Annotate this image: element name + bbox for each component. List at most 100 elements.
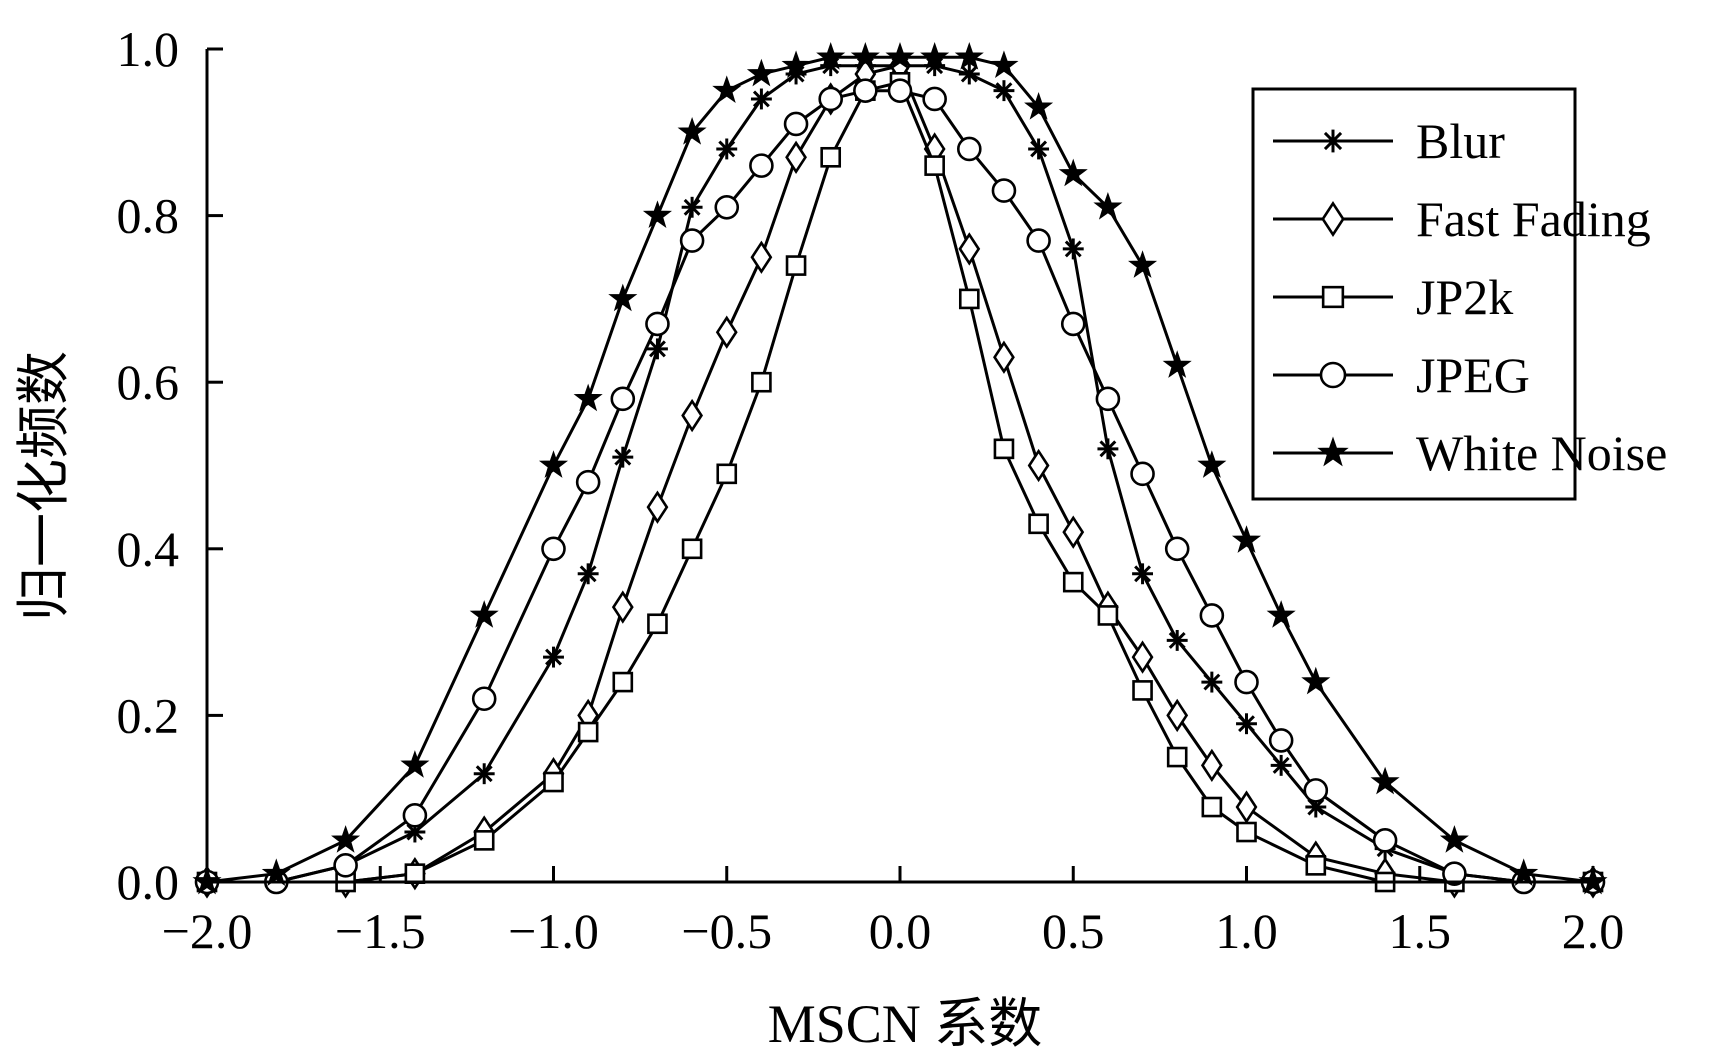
data-point	[1132, 563, 1153, 585]
data-point	[538, 450, 569, 478]
data-point	[469, 600, 499, 628]
x-tick-label: −1.5	[335, 903, 426, 959]
data-point	[958, 232, 981, 266]
data-point	[1235, 790, 1258, 824]
data-point	[954, 42, 984, 70]
legend-label: Blur	[1416, 113, 1505, 169]
data-point	[1305, 855, 1327, 876]
y-tick-label: 1.0	[117, 21, 180, 77]
legend-label: JPEG	[1416, 347, 1530, 403]
data-point	[887, 78, 913, 103]
data-point	[1372, 828, 1398, 853]
data-point	[922, 86, 947, 112]
x-tick-label: 1.0	[1215, 903, 1278, 959]
y-axis-title: 归一化频数	[14, 351, 74, 621]
data-point	[853, 78, 878, 103]
data-point	[816, 42, 846, 70]
data-point	[1162, 350, 1192, 378]
legend-label: Fast Fading	[1416, 191, 1651, 247]
data-point	[750, 88, 772, 110]
plot-lines	[192, 42, 1608, 899]
data-point	[577, 563, 599, 585]
legend-label: JP2k	[1416, 269, 1513, 325]
data-point	[993, 438, 1015, 460]
data-point	[1200, 748, 1223, 783]
data-point	[1317, 436, 1349, 467]
data-point	[1201, 796, 1223, 818]
data-point	[785, 255, 807, 276]
data-point	[611, 590, 634, 624]
data-point	[781, 50, 811, 79]
data-point	[1060, 311, 1086, 337]
data-point	[1164, 536, 1190, 562]
y-tick-label: 0.8	[117, 188, 180, 244]
x-tick-label: −0.5	[681, 903, 772, 959]
data-point	[1028, 513, 1049, 535]
x-tick-label: 0.5	[1042, 903, 1105, 959]
data-point	[993, 340, 1015, 374]
y-tick-label: 0.0	[117, 854, 180, 910]
legend-item: JP2k	[1273, 269, 1513, 325]
data-point	[885, 42, 915, 70]
data-point	[750, 240, 773, 274]
data-point	[1236, 713, 1257, 735]
data-point	[543, 771, 564, 793]
series-line	[206, 55, 1594, 884]
data-point	[714, 194, 740, 220]
data-point	[1027, 448, 1050, 483]
data-point	[1266, 600, 1296, 628]
data-point	[1301, 666, 1331, 695]
data-point	[850, 42, 880, 70]
x-tick-label: −2.0	[162, 903, 253, 959]
data-point	[577, 721, 599, 743]
data-point	[543, 646, 564, 668]
data-point	[331, 825, 361, 853]
data-point	[1062, 238, 1084, 260]
data-point	[1024, 92, 1054, 120]
data-point	[746, 58, 776, 87]
data-point	[924, 155, 945, 176]
data-point	[956, 136, 982, 162]
data-point	[1062, 571, 1084, 593]
data-point	[818, 86, 844, 112]
data-point	[608, 283, 638, 312]
data-point	[612, 446, 634, 468]
data-point	[1166, 746, 1188, 768]
data-point	[1199, 603, 1225, 628]
data-point	[1097, 438, 1119, 460]
data-point	[1305, 796, 1327, 818]
legend-item: White Noise	[1273, 425, 1667, 481]
data-point	[1439, 825, 1469, 853]
data-point	[471, 686, 497, 712]
data-point	[1166, 698, 1189, 733]
data-point	[715, 315, 738, 349]
data-point	[751, 371, 772, 393]
data-point	[1097, 605, 1119, 626]
data-point	[404, 863, 426, 884]
data-point	[473, 763, 495, 785]
legend-item: JPEG	[1273, 347, 1530, 403]
data-point	[473, 830, 495, 851]
legend-label: White Noise	[1416, 425, 1667, 481]
data-point	[612, 671, 634, 693]
data-point	[1128, 250, 1158, 278]
data-point	[1062, 515, 1085, 549]
x-axis-title: MSCN 系数	[768, 994, 1043, 1054]
data-point	[1236, 821, 1257, 843]
data-point	[989, 50, 1019, 79]
x-tick-label: 1.5	[1389, 903, 1452, 959]
y-tick-label: 0.6	[117, 354, 180, 410]
data-point	[1201, 671, 1223, 693]
legend-item: Blur	[1273, 113, 1505, 169]
data-point	[1303, 778, 1329, 803]
data-point	[1197, 450, 1227, 478]
data-point	[646, 490, 669, 524]
data-point	[333, 853, 358, 878]
data-point	[993, 80, 1015, 102]
data-point	[749, 153, 774, 178]
data-point	[1370, 766, 1400, 795]
data-point	[261, 858, 291, 887]
data-point	[400, 750, 430, 778]
data-point	[1268, 728, 1294, 753]
